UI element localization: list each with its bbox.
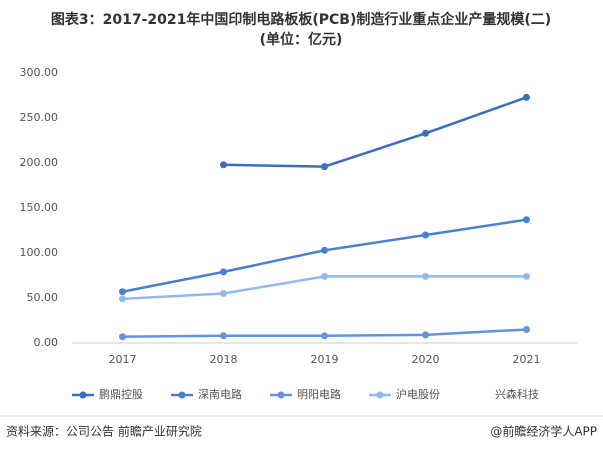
y-tick-label: 250.00 (20, 111, 59, 124)
data-point (220, 161, 227, 169)
data-point (220, 290, 227, 297)
legend-marker (475, 391, 483, 399)
data-point (523, 326, 530, 333)
legend-marker (376, 391, 384, 399)
y-tick-label: 100.00 (20, 246, 59, 259)
series-line (223, 96, 527, 168)
data-point (422, 272, 429, 280)
data-point (220, 332, 227, 340)
y-tick-label: 300.00 (20, 66, 59, 79)
data-point (321, 246, 328, 254)
legend-label: 鹏鼎控股 (99, 387, 143, 401)
legend-label: 沪电股份 (396, 387, 440, 401)
data-point (321, 163, 328, 171)
y-tick-label: 150.00 (20, 201, 59, 214)
data-point (422, 231, 429, 239)
data-point (220, 268, 227, 276)
source: 资料来源：公司公告 前瞻产业研究院 (6, 424, 202, 439)
x-tick-label: 2017 (109, 353, 137, 366)
data-point (523, 272, 530, 280)
legend-marker (277, 391, 285, 399)
legend-marker (178, 391, 186, 399)
data-point (119, 295, 126, 303)
credit: @前瞻经济学人APP (490, 424, 597, 439)
data-point (321, 332, 328, 340)
data-point (321, 272, 328, 280)
x-tick-label: 2018 (210, 353, 238, 366)
legend-label: 深南电路 (198, 388, 242, 401)
data-point (422, 331, 429, 339)
legend-label: 明阳电路 (297, 388, 341, 401)
y-tick-label: 0.00 (34, 336, 59, 349)
y-tick-label: 50.00 (27, 291, 59, 304)
data-point (422, 129, 429, 137)
chart-subtitle: (单位：亿元) (260, 31, 343, 48)
x-tick-label: 2019 (311, 353, 339, 366)
legend-label: 兴森科技 (495, 387, 539, 401)
series-line (122, 218, 527, 293)
data-point (119, 288, 126, 296)
legend-marker (79, 391, 87, 399)
data-point (523, 93, 530, 101)
y-tick-label: 200.00 (20, 156, 59, 169)
data-point (523, 216, 530, 224)
x-tick-label: 2021 (513, 353, 541, 366)
data-point (119, 333, 126, 341)
x-tick-label: 2020 (412, 353, 440, 366)
chart-title: 图表3：2017-2021年中国印制电路板板(PCB)制造行业重点企业产量规模(… (51, 11, 551, 28)
